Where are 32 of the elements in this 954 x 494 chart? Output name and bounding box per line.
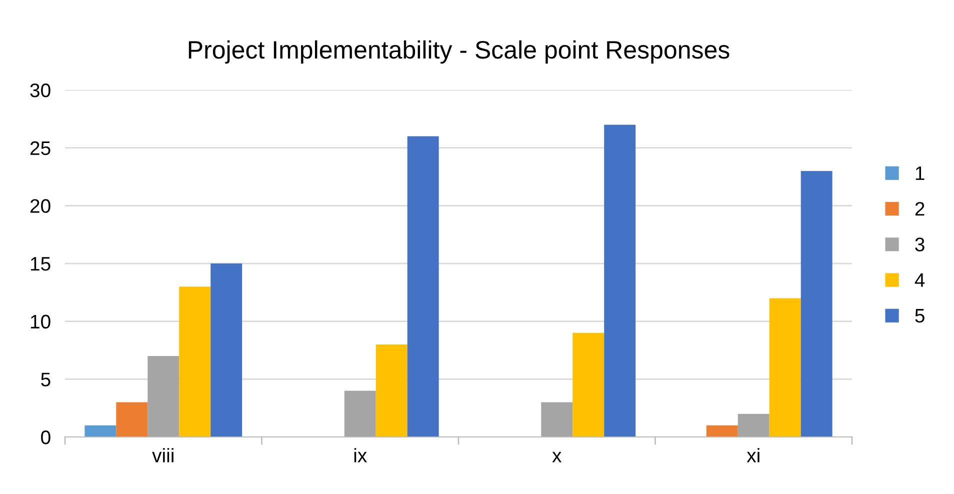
bar — [572, 332, 604, 437]
bar — [604, 124, 636, 437]
bar — [84, 425, 116, 437]
legend-label: 1 — [916, 166, 924, 180]
x-tick-label: x — [552, 452, 562, 462]
bar — [738, 414, 770, 437]
bar — [407, 136, 439, 437]
bar — [179, 286, 211, 437]
bar — [706, 425, 738, 437]
legend-label: 4 — [914, 273, 925, 287]
x-tick-label: viii — [152, 448, 174, 462]
chart-title: Project Implementability - Scale point Responses — [188, 40, 730, 64]
y-tick-label: 30 — [30, 83, 50, 98]
bar — [800, 170, 832, 437]
legend-label: 5 — [915, 309, 924, 323]
y-tick-label: 25 — [30, 141, 50, 156]
bar — [148, 356, 180, 437]
y-tick-label: 5 — [41, 372, 50, 386]
bar — [210, 264, 242, 437]
bar — [344, 390, 376, 437]
legend-label: 3 — [915, 238, 924, 252]
bar — [541, 402, 573, 437]
y-tick-label: 0 — [41, 430, 50, 444]
y-tick-label: 20 — [30, 199, 50, 213]
bar — [376, 344, 408, 437]
x-tick-label: ix — [354, 448, 367, 462]
y-tick-label: 15 — [30, 257, 50, 271]
y-tick-label: 10 — [30, 314, 50, 329]
x-tick-label: xi — [746, 448, 760, 462]
bar — [116, 402, 148, 437]
legend-label: 2 — [915, 202, 924, 216]
bar — [769, 298, 801, 437]
